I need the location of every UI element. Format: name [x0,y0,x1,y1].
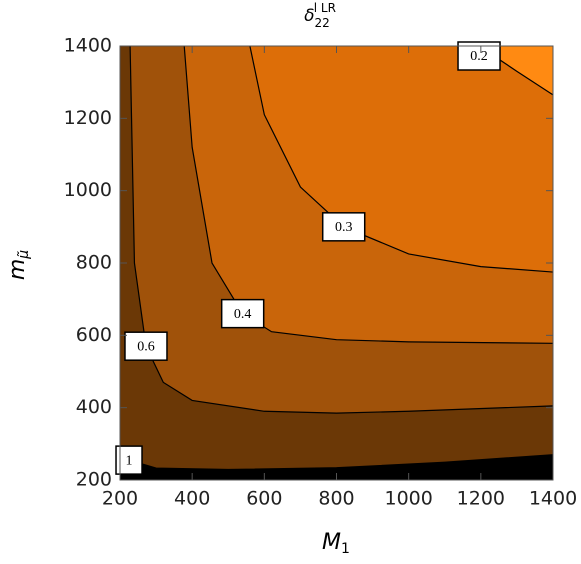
x-tick-label: 600 [246,488,282,510]
y-tick-label: 800 [76,252,112,274]
x-axis-label: M1 [322,530,350,557]
contour-label: 0.3 [335,220,353,235]
y-label-base: m [5,259,30,280]
contour-line [129,45,554,414]
y-tick-label: 200 [76,469,112,491]
y-axis-label: mμ̃ [5,250,32,280]
y-tick-label: 1200 [64,107,112,129]
y-tick-label: 600 [76,324,112,346]
x-tick-label: 400 [174,488,210,510]
y-tick-label: 400 [76,396,112,418]
y-tick-label: 1000 [64,179,112,201]
chart-title: δ22l LR [304,1,336,30]
title-superscript: l LR [314,1,336,15]
x-label-base: M [322,530,341,555]
x-label-subscript: 1 [341,541,350,557]
x-tick-label: 1400 [529,488,577,510]
contour-label: 1 [126,453,133,468]
contour-label-box [457,41,501,71]
contour-label-box [321,212,366,242]
x-tick-label: 1000 [384,488,432,510]
contour-label: 0.4 [234,307,252,322]
x-tick-label: 800 [318,488,354,510]
contour-label: 0.6 [137,339,155,354]
title-base: δ [304,6,314,26]
contour-label-box [124,331,168,361]
y-label-subscript: μ̃ [16,250,32,260]
contour-band [249,46,553,273]
contour-label-box [220,298,265,329]
x-tick-label: 1200 [457,488,505,510]
title-subscript: 22 [314,16,329,30]
y-tick-label: 1400 [64,35,112,57]
x-tick-label: 200 [102,488,138,510]
contour-label: 0.2 [470,49,488,64]
